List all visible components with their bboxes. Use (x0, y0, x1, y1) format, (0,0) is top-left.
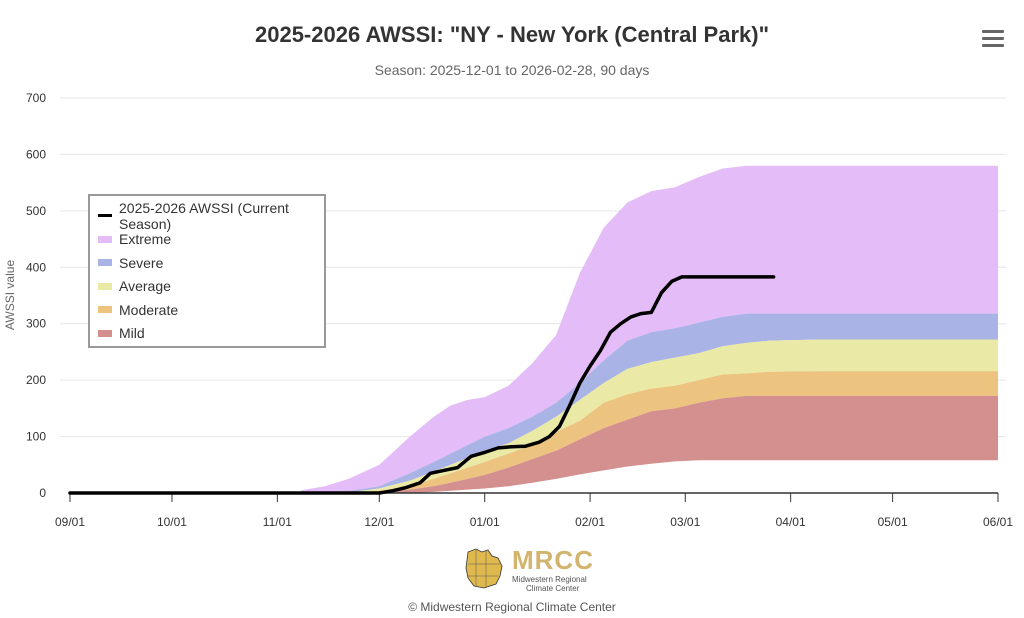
legend-swatch (98, 214, 112, 218)
y-tick-label: 400 (26, 260, 46, 274)
moderate-band (301, 371, 998, 493)
x-tick-label: 04/01 (776, 515, 806, 529)
legend-swatch (98, 259, 112, 267)
legend-item[interactable]: 2025-2026 AWSSI (Current Season) (98, 200, 316, 232)
chart-title: 2025-2026 AWSSI: "NY - New York (Central… (254, 22, 770, 47)
y-axis-title: AWSSI value (3, 260, 17, 331)
average-band (301, 339, 998, 493)
legend-item[interactable]: Moderate (98, 298, 316, 322)
copyright-text: © Midwestern Regional Climate Center (408, 600, 616, 614)
x-tick-label: 06/01 (983, 515, 1013, 529)
current-season-series (68, 275, 776, 495)
x-tick-label: 02/01 (575, 515, 605, 529)
x-tick-label: 09/01 (55, 515, 85, 529)
extreme-band (301, 165, 998, 493)
x-axis: 09/01 10/01 11/01 12/01 01/01 02/01 03/01 04/01… (55, 492, 1013, 529)
series-line-0 (68, 275, 776, 495)
y-tick-label: 500 (26, 204, 46, 218)
y-tick-label: 0 (39, 486, 46, 500)
logo-text: MRCC (512, 545, 594, 575)
x-tick-label: 12/01 (364, 515, 394, 529)
logo-subtitle-line1: Midwestern Regional (512, 575, 587, 584)
legend-swatch (98, 306, 112, 314)
legend-item[interactable]: Mild (98, 322, 316, 346)
legend-label: Severe (119, 254, 164, 271)
y-tick-label: 200 (26, 373, 46, 387)
legend-swatch (98, 235, 112, 243)
mrcc-logo (465, 548, 503, 589)
y-tick-label: 700 (26, 91, 46, 105)
legend-item[interactable]: Severe (98, 251, 316, 275)
legend-label: Extreme (119, 231, 172, 248)
legend-swatch (98, 282, 112, 290)
climatology-bands (301, 165, 998, 493)
legend-label: Mild (119, 325, 145, 342)
legend-label: Moderate (119, 301, 179, 318)
legend-label: 2025-2026 AWSSI (Current Season) (119, 199, 289, 232)
x-tick-label: 05/01 (878, 515, 908, 529)
x-tick-label: 03/01 (670, 515, 700, 529)
logo-subtitle-line2: Climate Center (526, 584, 580, 593)
mild-band (301, 395, 998, 493)
x-tick-label: 10/01 (157, 515, 187, 529)
y-axis: 0 100 200 300 400 500 600 700 (26, 91, 46, 500)
x-tick-label: 11/01 (263, 515, 292, 529)
x-tick-label: 01/01 (470, 515, 500, 529)
y-tick-label: 600 (26, 147, 46, 161)
legend-item[interactable]: Extreme (98, 228, 316, 252)
y-tick-label: 300 (26, 317, 46, 331)
legend-item[interactable]: Average (98, 275, 316, 299)
chart-subtitle: Season: 2025-12-01 to 2026-02-28, 90 day… (374, 62, 650, 78)
severe-band (301, 313, 998, 493)
legend-swatch (98, 329, 112, 337)
hamburger-menu-icon[interactable] (982, 30, 1004, 48)
legend-label: Average (119, 278, 171, 295)
y-tick-label: 100 (26, 430, 46, 444)
legend: 2025-2026 AWSSI (Current Season) Extreme S… (88, 194, 326, 348)
